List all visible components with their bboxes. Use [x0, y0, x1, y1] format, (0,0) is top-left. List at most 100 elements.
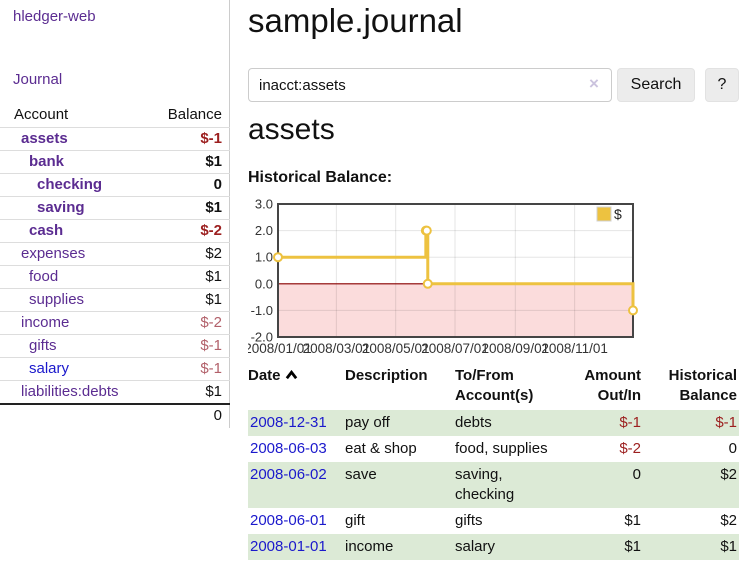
search-input[interactable]: [248, 68, 612, 102]
sidebar-account-link-saving[interactable]: saving: [37, 199, 85, 216]
svg-text:-1.0: -1.0: [251, 303, 273, 318]
account-balance-value: $1: [140, 196, 230, 220]
account-balance-value: $1: [140, 380, 230, 404]
transaction-accounts: food, supplies: [455, 440, 548, 457]
search-form: × Search ?: [248, 68, 742, 102]
svg-text:2008/01/01: 2008/01/01: [248, 341, 312, 356]
transaction-balance: $2: [720, 466, 737, 483]
transaction-date-link[interactable]: 2008-06-01: [250, 512, 327, 529]
svg-text:-2.0: -2.0: [251, 330, 273, 345]
transaction-balance: 0: [728, 440, 737, 457]
description-column-header: Description: [345, 367, 428, 384]
account-row: assets $-1: [0, 127, 230, 151]
data-point-marker: [628, 305, 638, 316]
account-balance-value: $-2: [140, 311, 230, 335]
transaction-amount: $1: [624, 512, 641, 529]
account-row: checking 0: [0, 173, 230, 197]
sidebar-account-link-income[interactable]: income: [21, 314, 70, 331]
account-row: saving $1: [0, 196, 230, 220]
account-balance-value: $1: [140, 288, 230, 312]
data-point-marker: [422, 278, 433, 289]
transaction-balance: $1: [720, 538, 737, 555]
sidebar-account-link-checking[interactable]: checking: [37, 176, 103, 193]
transaction-description: eat & shop: [345, 440, 417, 457]
chart-heading: Historical Balance:: [248, 169, 393, 186]
transaction-description: save: [345, 466, 377, 483]
transaction-accounts: debts: [455, 414, 492, 431]
transaction-date-link[interactable]: 2008-12-31: [250, 414, 327, 431]
account-row: salary $-1: [0, 357, 230, 381]
sidebar-account-link-gifts[interactable]: gifts: [29, 337, 57, 354]
account-row: cash $-2: [0, 219, 230, 243]
account-balance-value: $-1: [140, 357, 230, 381]
sidebar-account-link-cash[interactable]: cash: [29, 222, 64, 239]
account-row: liabilities:debts $1: [0, 380, 230, 404]
app-brand-link[interactable]: hledger-web: [13, 8, 96, 25]
svg-text:2008/11/01: 2008/11/01: [541, 341, 608, 356]
svg-text:2008/09/01: 2008/09/01: [482, 341, 550, 356]
account-balance-value: $-2: [140, 219, 230, 243]
svg-text:0.0: 0.0: [255, 276, 273, 291]
transaction-date-link[interactable]: 2008-01-01: [250, 538, 327, 555]
account-balance-value: $1: [140, 265, 230, 289]
svg-text:1.0: 1.0: [255, 250, 273, 265]
chart-canvas: $3.0 2.0 1.0 0.0 -1.0 -2.02008/01/012008/03/0…: [244, 197, 638, 356]
transaction-balance: $-1: [715, 414, 737, 431]
transaction-date-cell: 2008-06-02: [248, 462, 345, 508]
sidebar-account-link-assets[interactable]: assets: [21, 130, 68, 147]
transaction-amount: $-2: [619, 440, 641, 457]
account-balance-value: $-1: [140, 334, 230, 358]
account-balance-value: $1: [140, 150, 230, 174]
sidebar-account-link-bank[interactable]: bank: [29, 153, 65, 170]
sidebar-account-link-food[interactable]: food: [29, 268, 59, 285]
account-row: income $-2: [0, 311, 230, 335]
transaction-date-link[interactable]: 2008-06-03: [250, 440, 327, 457]
svg-text:2.0: 2.0: [255, 223, 273, 238]
historical-balance-chart: $3.0 2.0 1.0 0.0 -1.0 -2.0 2008/01/01 2008/03/0…: [244, 196, 648, 362]
accounts-column-header2: To/From Account(s): [455, 367, 534, 404]
sidebar-account-link-salary[interactable]: salary: [29, 360, 70, 377]
svg-text:2008/07/01: 2008/07/01: [421, 341, 489, 356]
page-title: sample.journal: [248, 2, 463, 39]
account-row: food $1: [0, 265, 230, 289]
accounts-table-header: Account Balance: [0, 103, 230, 128]
legend-swatch: [596, 206, 612, 222]
account-balance-value: $2: [140, 242, 230, 266]
data-point-marker: [421, 225, 432, 236]
accounts-total-row: 0: [0, 403, 230, 427]
svg-text:2008/03/01: 2008/03/01: [303, 341, 371, 356]
search-button[interactable]: Search: [617, 68, 695, 102]
register-table: Date Description To/From Account(s) Amou…: [248, 364, 739, 560]
account-balance-value: $-1: [140, 127, 230, 151]
sidebar-account-link-expenses[interactable]: expenses: [21, 245, 86, 262]
transaction-amount: $-1: [619, 414, 641, 431]
clear-search-icon[interactable]: ×: [589, 74, 599, 93]
accounts-total-value: 0: [140, 403, 230, 427]
transaction-date-link[interactable]: 2008-06-02: [250, 466, 327, 483]
account-heading: assets: [248, 113, 335, 146]
transaction-amount: 0: [632, 466, 641, 483]
register-row: 2008-01-01 income salary $1 $1: [248, 534, 739, 560]
account-row: supplies $1: [0, 288, 230, 312]
register-row: 2008-12-31 pay off debts $-1 $-1: [248, 410, 739, 436]
amount-column-header: Amount Out/In: [584, 367, 641, 404]
register-header-row: Date Description To/From Account(s) Amou…: [248, 364, 739, 410]
transaction-accounts: salary: [455, 538, 496, 555]
date-column-header[interactable]: Date: [248, 364, 345, 410]
legend-label: $: [614, 206, 622, 222]
sidebar-account-link-liabilities-debts[interactable]: liabilities:debts: [21, 383, 119, 400]
transaction-balance: $2: [720, 512, 737, 529]
account-row: expenses $2: [0, 242, 230, 266]
account-row: gifts $-1: [0, 334, 230, 358]
balance-column-header2: Historical Balance: [668, 367, 737, 404]
sidebar-item-journal[interactable]: Journal: [13, 71, 63, 88]
sidebar: hledger-web Journal Account Balance asse…: [0, 0, 230, 428]
accounts-column-header: Account: [14, 106, 69, 123]
transaction-date-cell: 2008-06-01: [248, 508, 345, 534]
sidebar-account-link-supplies[interactable]: supplies: [29, 291, 85, 308]
accounts-total-spacer: [0, 403, 140, 427]
register-row: 2008-06-01 gift gifts $1 $2: [248, 508, 739, 534]
balance-column-header: Balance: [167, 106, 222, 123]
transaction-amount: $1: [624, 538, 641, 555]
help-button[interactable]: ?: [705, 68, 739, 102]
